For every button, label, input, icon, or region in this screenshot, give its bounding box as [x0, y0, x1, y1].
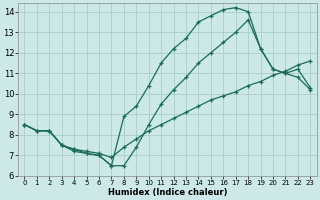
X-axis label: Humidex (Indice chaleur): Humidex (Indice chaleur)	[108, 188, 227, 197]
